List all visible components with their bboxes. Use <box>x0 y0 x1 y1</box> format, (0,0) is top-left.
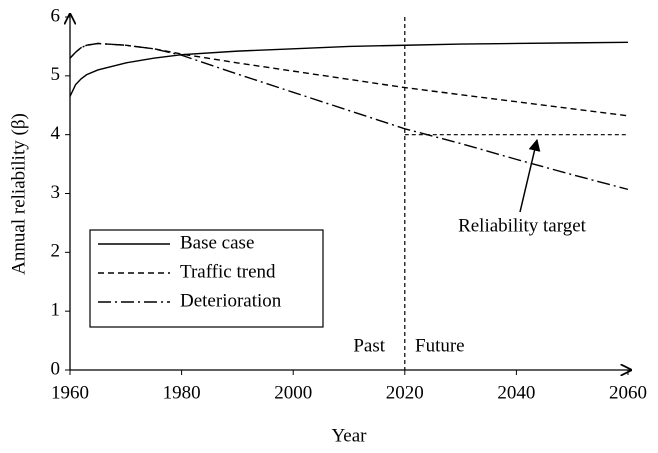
y-tick-label: 0 <box>51 358 61 379</box>
series-line <box>69 42 629 191</box>
y-tick-label: 6 <box>51 5 61 26</box>
legend-label: Base case <box>180 232 254 253</box>
y-tick-label: 5 <box>51 64 61 85</box>
legend-label: Deterioration <box>180 290 282 311</box>
y-tick-label: 2 <box>51 241 61 262</box>
y-tick-label: 4 <box>51 123 61 144</box>
x-tick-label: 2020 <box>386 382 424 403</box>
annotation-arrow <box>519 138 541 213</box>
x-tick-label: 2000 <box>274 382 312 403</box>
x-tick-label: 2060 <box>609 382 647 403</box>
series-line <box>69 41 629 97</box>
x-tick-label: 1960 <box>51 382 89 403</box>
annotation: Reliability target <box>458 215 587 236</box>
y-tick-label: 3 <box>51 182 61 203</box>
series-line <box>69 42 629 117</box>
annotation: Past <box>353 335 385 356</box>
x-axis-label: Year <box>331 425 367 446</box>
legend-label: Traffic trend <box>180 261 276 282</box>
x-tick-label: 2040 <box>497 382 535 403</box>
x-tick-label: 1980 <box>163 382 201 403</box>
y-tick-label: 1 <box>51 300 61 321</box>
annotation: Future <box>415 335 465 356</box>
legend-box <box>89 229 324 328</box>
y-axis-label: Annual reliability (β) <box>8 113 29 275</box>
